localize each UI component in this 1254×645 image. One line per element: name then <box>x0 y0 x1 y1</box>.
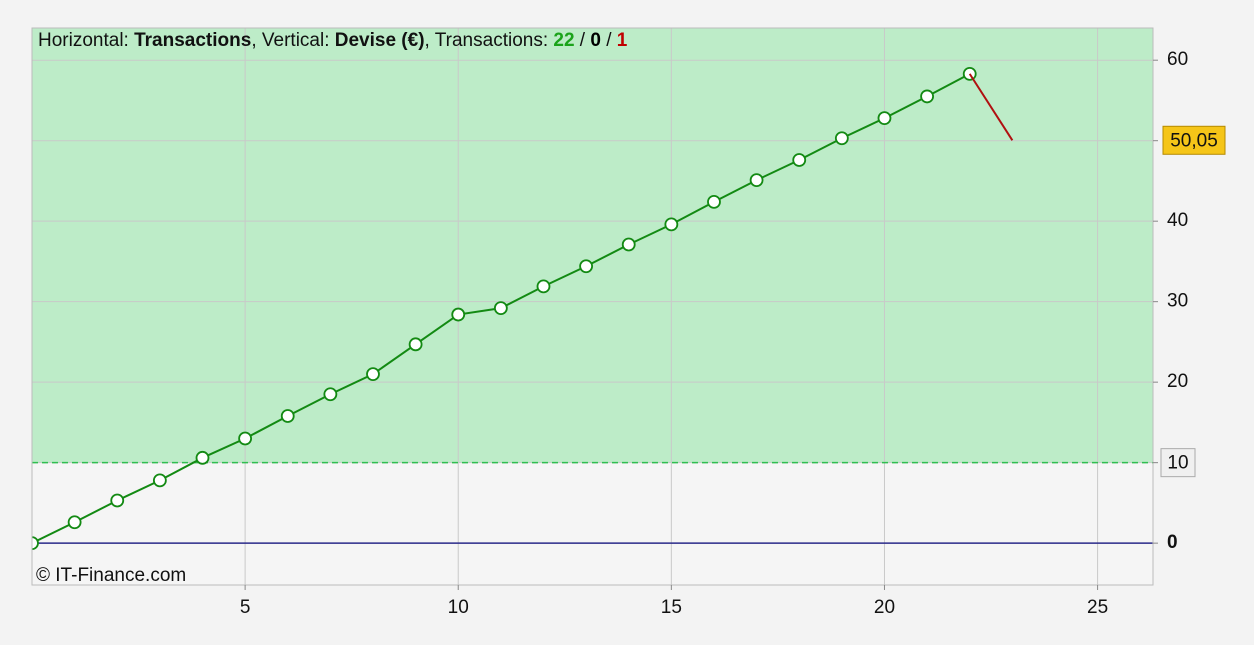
threshold-label: 10 <box>1167 453 1188 474</box>
y-tick-label: 40 <box>1167 210 1188 231</box>
point <box>323 387 338 402</box>
point <box>280 409 295 423</box>
series-line <box>968 73 1014 141</box>
threshold-box <box>1160 448 1196 478</box>
point <box>834 131 849 146</box>
zone-below <box>32 462 1153 585</box>
point <box>877 111 892 126</box>
point <box>366 367 380 382</box>
point <box>621 237 636 252</box>
point <box>238 431 253 446</box>
title-part: Transactions: <box>435 30 548 51</box>
last-value-label: 50,05 <box>1170 130 1218 151</box>
point <box>920 89 934 104</box>
point <box>152 473 167 488</box>
x-tick-label: 25 <box>1087 597 1108 618</box>
title-part: Devise (€) <box>335 30 425 51</box>
point <box>749 173 764 188</box>
count: 22 <box>553 30 574 51</box>
point <box>408 337 423 352</box>
point <box>707 194 721 209</box>
point <box>792 153 807 167</box>
plot-area <box>32 28 1153 585</box>
point <box>664 217 679 232</box>
x-tick-label: 15 <box>661 597 682 618</box>
point <box>451 307 466 322</box>
point <box>536 279 551 294</box>
title-part: Horizontal: <box>38 30 129 51</box>
point <box>579 259 594 274</box>
plot-border <box>31 27 1154 586</box>
title-part: Vertical: <box>262 30 330 51</box>
count: 1 <box>617 30 628 51</box>
count: 0 <box>590 30 601 51</box>
y-tick-label: 0 <box>1167 532 1178 553</box>
point <box>67 515 82 530</box>
y-tick-label: 20 <box>1167 371 1188 392</box>
chart-title: Horizontal: Transactions, Vertical: Devi… <box>38 30 628 51</box>
point <box>195 450 210 465</box>
credit: © IT-Finance.com <box>36 565 186 586</box>
x-tick-label: 10 <box>448 597 469 618</box>
x-tick-label: 5 <box>240 597 251 618</box>
x-tick-label: 20 <box>874 597 895 618</box>
title-part: Transactions <box>134 30 251 51</box>
last-value-box <box>1162 125 1226 155</box>
point <box>32 536 39 551</box>
point <box>110 493 125 508</box>
y-tick-label: 30 <box>1167 291 1188 312</box>
zone-above <box>32 28 1153 463</box>
y-tick-label: 60 <box>1167 49 1188 70</box>
point <box>493 301 508 316</box>
